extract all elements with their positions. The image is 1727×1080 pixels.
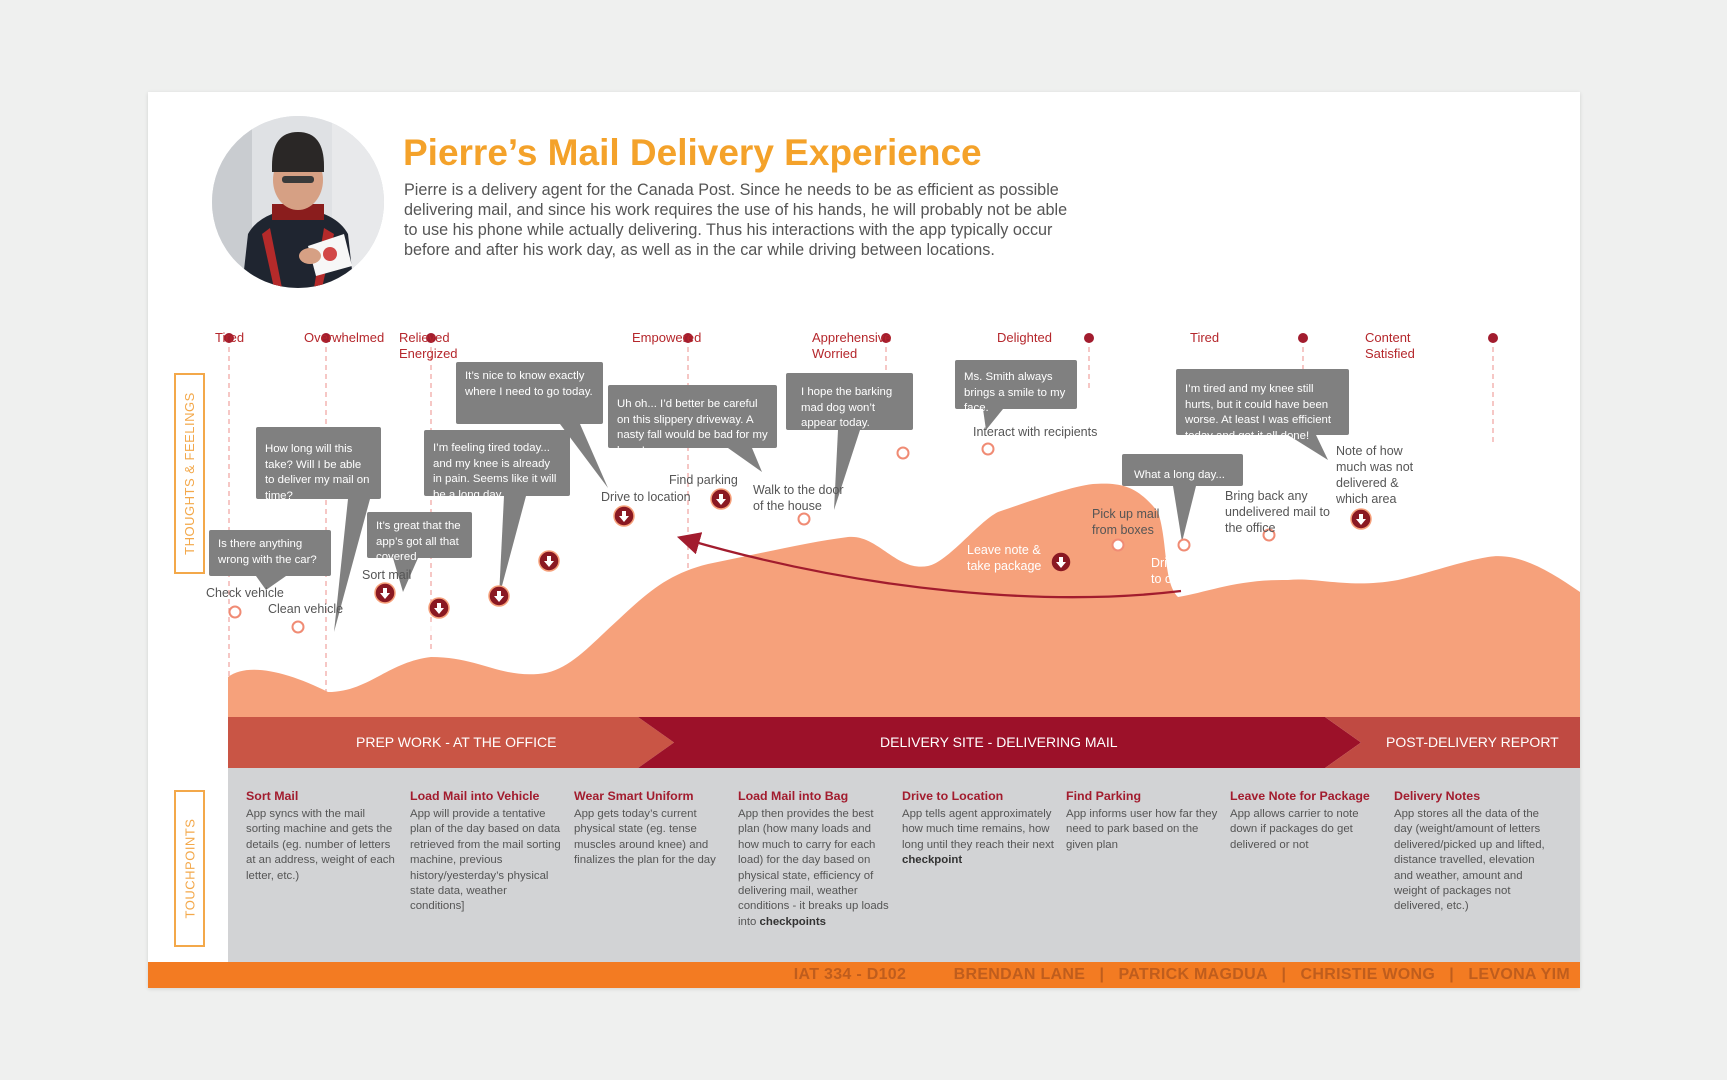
- touchpoint-load-mail-bag: Load Mail into Bag App then provides the…: [738, 789, 890, 930]
- emotion-apprehensive: Apprehensive Worried: [812, 330, 892, 361]
- touchpoint-title: Drive to Location: [902, 789, 1004, 803]
- touchpoint-title: Sort Mail: [246, 789, 299, 803]
- step-drive-location: Drive to location: [601, 490, 691, 504]
- touchpoint-desc: App will provide a tentative plan of the…: [410, 808, 561, 913]
- touchpoint-wear-smart-uniform: Wear Smart Uniform App gets today’s curr…: [574, 789, 726, 869]
- touchpoint-sort-mail: Sort Mail App syncs with the mail sortin…: [246, 789, 398, 884]
- phase-bar: [228, 717, 1580, 768]
- touchpoints-area: [228, 768, 1580, 962]
- touchpoint-title: Load Mail into Bag: [738, 789, 849, 803]
- touchpoint-leave-note: Leave Note for Package App allows carrie…: [1230, 789, 1382, 853]
- emotion-overwhelmed: Overwhelmed: [304, 330, 385, 345]
- touchpoint-load-mail-vehicle: Load Mail into Vehicle App will provide …: [410, 789, 562, 915]
- bubble-ms-smith: Ms. Smith always brings a smile to my fa…: [964, 371, 1066, 414]
- bubble-long-day: What a long day...: [1134, 469, 1225, 481]
- touchpoint-title: Load Mail into Vehicle: [410, 789, 540, 803]
- phase-post-delivery: POST-DELIVERY REPORT: [1386, 734, 1559, 750]
- touchpoints-label: TOUCHPOINTS: [174, 790, 205, 947]
- touchpoint-desc: App tells agent approximately how much t…: [902, 808, 1054, 867]
- step-drive-back: Drive to back to office: [1151, 556, 1224, 586]
- step-load-mail-bag: Load mail into carrier bag: [566, 552, 644, 582]
- emotion-dots: [224, 333, 1498, 343]
- touchpoint-title: Delivery Notes: [1394, 789, 1481, 803]
- touchpoint-desc: App syncs with the mail sorting machine …: [246, 808, 395, 882]
- touchpoint-title: Find Parking: [1066, 789, 1142, 803]
- bubble-app-covered: It’s great that the app’s got all that c…: [376, 520, 461, 563]
- touchpoint-drive-location: Drive to Location App tells agent approx…: [902, 789, 1054, 869]
- bubble-got-it-done: I’m tired and my knee still hurts, but i…: [1185, 383, 1332, 442]
- step-walk-door: Walk to the door of the house: [753, 483, 844, 513]
- emotion-tired-1: Tired: [215, 330, 245, 345]
- step-put-mail: Put mail into mailbox or knock on door: [888, 464, 955, 526]
- bubble-car-check: Is there anything wrong with the car?: [218, 538, 317, 566]
- step-load-mail-vehicle: Load mail into vehicle: [381, 621, 502, 635]
- touchpoint-delivery-notes: Delivery Notes App stores all the data o…: [1394, 789, 1546, 915]
- touchpoint-find-parking: Find Parking App informs user how far th…: [1066, 789, 1218, 853]
- touchpoint-title: Wear Smart Uniform: [574, 789, 694, 803]
- emotion-delighted: Delighted: [997, 330, 1052, 345]
- bubble-tired-knee: I’m feeling tired today... and my knee i…: [433, 442, 557, 501]
- bubble-barking-dog: I hope the barking mad dog won’t appear …: [801, 386, 893, 429]
- footer-bar: [148, 962, 1580, 988]
- bubble-slippery: Uh oh... I’d better be careful on this s…: [617, 398, 768, 457]
- step-sort-mail: Sort mail: [362, 568, 412, 582]
- step-find-parking: Find parking: [669, 473, 738, 487]
- persona-description: Pierre is a delivery agent for the Canad…: [404, 181, 1068, 259]
- step-bring-back: Bring back any undelivered mail to the off…: [1225, 489, 1330, 535]
- touchpoint-desc: App then provides the best plan (how man…: [738, 808, 889, 928]
- emotion-tired-2: Tired: [1190, 330, 1220, 345]
- bubble-know-where: It’s nice to know exactly where I need t…: [465, 370, 593, 398]
- touchpoint-desc: App gets today’s current physical state …: [574, 808, 716, 867]
- touchpoint-title: Leave Note for Package: [1230, 789, 1370, 803]
- footer-credits: IAT 334 - D102 BRENDAN LANE | PATRICK MA…: [793, 966, 1570, 983]
- step-leave-note: Leave note & take package: [967, 543, 1042, 573]
- step-pick-up-mail: Pick up mail from boxes: [1092, 507, 1160, 537]
- touchpoint-desc: App stores all the data of the day (weig…: [1394, 808, 1545, 913]
- touchpoint-markers: [374, 488, 1372, 619]
- emotion-content: Content Satisfied: [1365, 330, 1415, 361]
- experience-curve: [228, 483, 1580, 717]
- step-clean-vehicle: Clean vehicle: [268, 602, 344, 616]
- phase-prep-work: PREP WORK - AT THE OFFICE: [356, 734, 557, 750]
- touchpoint-desc: App allows carrier to note down if packa…: [1230, 808, 1359, 851]
- step-note: Note of how much was not delivered & which …: [1336, 444, 1414, 506]
- thoughts-feelings-label: THOUGHTS & FEELINGS: [174, 373, 205, 574]
- experience-graph: [209, 333, 1580, 717]
- return-arrow: [676, 532, 1182, 599]
- touchpoint-desc: App informs user how far they need to pa…: [1066, 808, 1218, 851]
- phase-delivery-site: DELIVERY SITE - DELIVERING MAIL: [880, 734, 1118, 750]
- page-title: Pierre’s Mail Delivery Experience: [403, 132, 982, 173]
- step-wear-uniform: Wear uniform: [516, 598, 591, 612]
- open-markers: [228, 442, 1276, 634]
- bubble-shapes: [209, 360, 1349, 632]
- journey-map-card: Pierre’s Mail Delivery Experience Pierre…: [148, 92, 1580, 988]
- emotion-empowered: Empowered: [632, 330, 702, 345]
- step-interact: Interact with recipients: [973, 425, 1098, 439]
- bubble-how-long: How long will this take? Will I be able …: [265, 443, 370, 502]
- step-check-vehicle: Check vehicle: [206, 586, 284, 600]
- emotion-relieved: Relieved Energized: [399, 330, 458, 361]
